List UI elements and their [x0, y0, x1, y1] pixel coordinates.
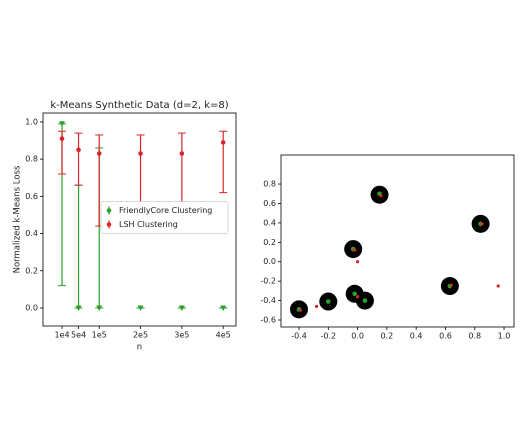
y-tick-label: 0.0 — [263, 257, 276, 266]
legend-label: FriendlyCore Clustering — [119, 206, 212, 215]
x-tick-label: 1e5 — [92, 331, 107, 340]
center-point — [480, 222, 484, 226]
y-axis-label: Normalized k-Means Loss — [13, 165, 23, 273]
x-tick-label: 0.6 — [439, 332, 452, 341]
legend-swatch — [106, 222, 112, 227]
x-tick-label: 3e5 — [174, 331, 189, 340]
center-point — [352, 291, 357, 297]
marker — [96, 151, 102, 156]
x-tick-label: -0.2 — [320, 332, 336, 341]
x-tick-label: 1.0 — [498, 332, 511, 341]
y-tick-label: 0.2 — [263, 238, 276, 247]
center-point — [314, 304, 319, 309]
y-tick-label: -0.6 — [260, 316, 276, 325]
y-tick-label: 0.6 — [25, 192, 38, 201]
plot-frame — [280, 154, 515, 328]
y-tick-label: 0.2 — [25, 266, 38, 275]
y-tick-label: 0.4 — [25, 229, 38, 238]
x-tick-label: 1e4 — [54, 331, 69, 340]
center-point — [355, 295, 360, 299]
x-tick-label: 0.2 — [381, 332, 394, 341]
y-tick-label: 0.6 — [263, 199, 276, 208]
y-tick-label: 0.8 — [25, 155, 38, 164]
x-tick-label: 0.8 — [468, 332, 481, 341]
center-point — [326, 299, 331, 304]
x-tick-label: -0.4 — [291, 332, 307, 341]
x-tick-label: 2e5 — [133, 331, 148, 340]
center-point — [496, 284, 500, 288]
marker — [178, 305, 185, 311]
center-point — [298, 308, 303, 312]
marker — [137, 305, 144, 311]
marker — [179, 151, 185, 156]
marker — [96, 305, 103, 311]
center-point — [362, 298, 368, 303]
plot-frame — [42, 112, 237, 327]
marker — [76, 147, 81, 153]
x-tick-label: 0.0 — [351, 332, 364, 341]
marker — [220, 140, 226, 145]
marker — [59, 136, 65, 141]
y-tick-label: -0.2 — [260, 277, 276, 286]
x-axis-label: n — [137, 343, 142, 353]
y-tick-label: 0.8 — [263, 180, 276, 189]
marker — [59, 121, 66, 127]
center-point — [353, 248, 357, 252]
center-point — [379, 194, 383, 198]
y-tick-label: 0.4 — [263, 218, 276, 227]
marker — [220, 305, 227, 311]
legend-label: LSH Clustering — [119, 220, 178, 229]
center-point — [355, 260, 360, 264]
x-tick-label: 4e5 — [216, 331, 231, 340]
marker — [75, 305, 82, 311]
legend-swatch — [106, 208, 112, 213]
x-tick-label: 5e4 — [71, 331, 86, 340]
y-tick-label: 1.0 — [25, 117, 38, 126]
marker — [138, 151, 143, 156]
y-tick-label: -0.4 — [260, 296, 276, 305]
x-tick-label: 0.4 — [410, 332, 423, 341]
center-point — [449, 283, 453, 287]
y-tick-label: 0.0 — [25, 303, 38, 312]
legend-box — [100, 201, 229, 234]
chart-title: k-Means Synthetic Data (d=2, k=8) — [50, 100, 228, 111]
